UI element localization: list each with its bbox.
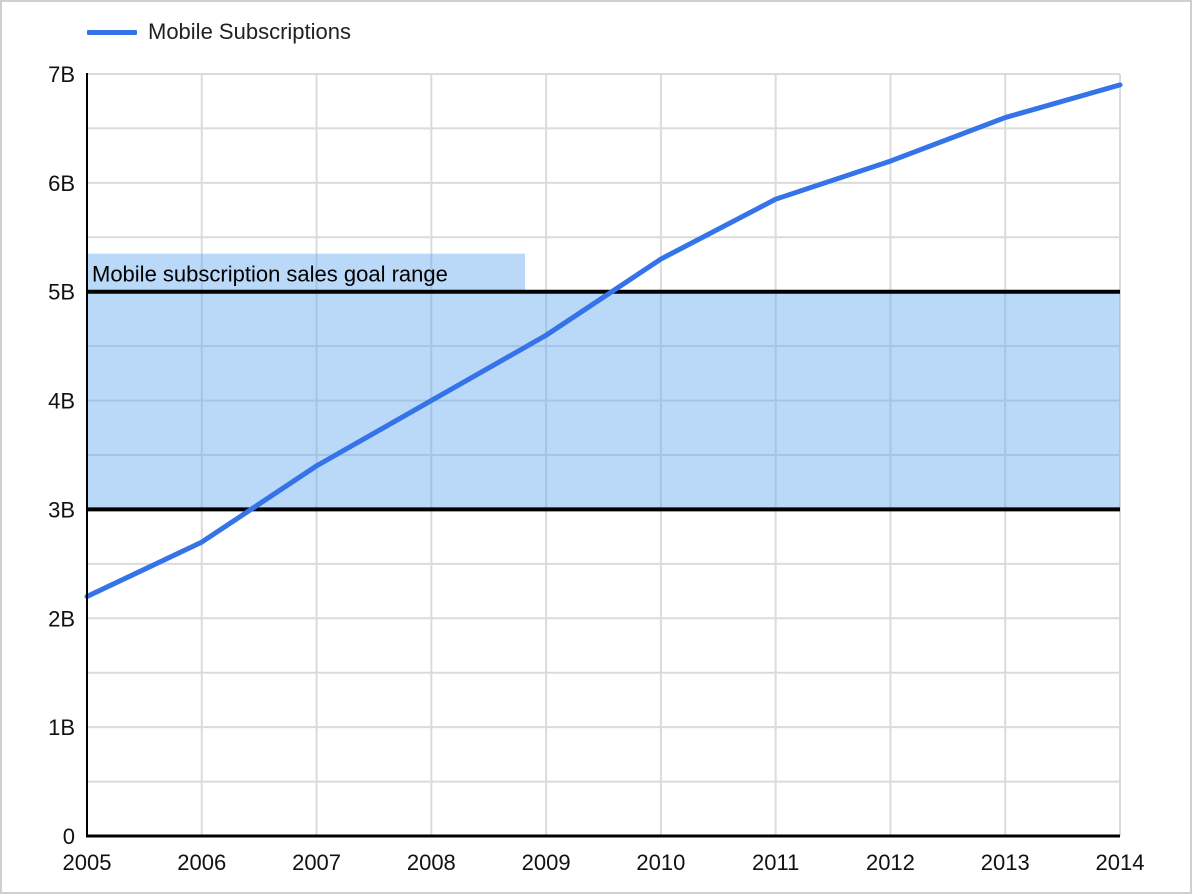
legend: Mobile Subscriptions (87, 19, 351, 45)
band-annotation-label: Mobile subscription sales goal range (92, 262, 448, 287)
x-tick-label: 2009 (522, 850, 571, 875)
x-tick-label: 2011 (752, 850, 799, 875)
y-tick-label: 7B (48, 62, 75, 87)
y-tick-label: 6B (48, 171, 75, 196)
y-tick-label: 2B (48, 606, 75, 631)
x-tick-label: 2013 (981, 850, 1030, 875)
x-tick-label: 2010 (636, 850, 685, 875)
y-tick-label: 4B (48, 389, 75, 414)
x-tick-label: 2014 (1096, 850, 1145, 875)
goal-range-band (87, 291, 1120, 510)
y-tick-label: 0 (63, 824, 75, 849)
x-tick-label: 2008 (407, 850, 456, 875)
y-tick-label: 1B (48, 715, 75, 740)
y-tick-label: 5B (48, 280, 75, 305)
x-tick-label: 2012 (866, 850, 915, 875)
x-tick-label: 2007 (292, 850, 341, 875)
legend-line-swatch (87, 29, 137, 35)
legend-label: Mobile Subscriptions (148, 19, 351, 44)
x-tick-label: 2006 (177, 850, 226, 875)
y-tick-label: 3B (48, 497, 75, 522)
mobile-subscriptions-line (84, 82, 1123, 600)
x-tick-label: 2005 (63, 850, 112, 875)
goal-range-label-background (87, 253, 525, 292)
